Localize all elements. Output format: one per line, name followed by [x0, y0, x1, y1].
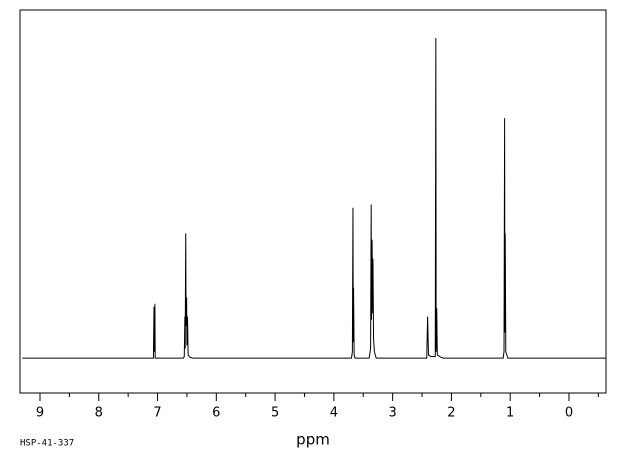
annotation: HSP-41-337 [20, 439, 74, 449]
plot-frame [19, 9, 607, 394]
x-tick-label: 5 [271, 406, 279, 421]
x-tick-label: 2 [447, 406, 455, 421]
x-tick-label: 1 [506, 406, 514, 421]
spectrum-line [22, 38, 606, 359]
x-tick-label: 4 [330, 406, 338, 421]
x-tick-label: 7 [153, 406, 161, 421]
x-tick-label: 8 [95, 406, 103, 421]
x-tick-label: 0 [565, 406, 573, 421]
x-axis-label: ppm [296, 431, 330, 449]
x-tick-label: 9 [36, 406, 44, 421]
x-tick-label: 6 [212, 406, 220, 421]
x-tick-label: 3 [389, 406, 397, 421]
